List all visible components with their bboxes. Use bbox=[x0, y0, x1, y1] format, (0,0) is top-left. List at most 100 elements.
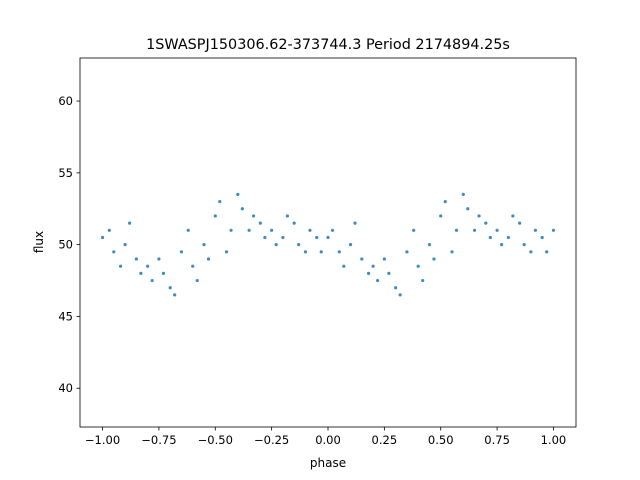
data-point bbox=[150, 278, 154, 283]
x-tick-label: −0.25 bbox=[254, 433, 289, 447]
data-point bbox=[247, 228, 251, 232]
data-point bbox=[213, 214, 217, 218]
data-point bbox=[454, 228, 459, 232]
data-point bbox=[387, 271, 391, 275]
data-point bbox=[292, 221, 296, 225]
data-point bbox=[439, 214, 443, 218]
data-point bbox=[118, 264, 123, 268]
data-point bbox=[168, 286, 172, 290]
x-tick-label: 1.00 bbox=[541, 433, 567, 447]
data-point bbox=[123, 243, 127, 247]
data-point bbox=[285, 214, 290, 218]
data-point bbox=[472, 228, 477, 232]
data-point bbox=[100, 235, 105, 240]
y-tick-label: 45 bbox=[58, 309, 73, 323]
data-point bbox=[461, 192, 465, 196]
data-point bbox=[427, 243, 432, 247]
data-point bbox=[477, 214, 481, 218]
data-point bbox=[240, 207, 244, 211]
x-axis-label: phase bbox=[310, 456, 346, 470]
data-point bbox=[348, 243, 353, 247]
data-point bbox=[511, 214, 515, 218]
data-point bbox=[195, 278, 199, 283]
data-point bbox=[202, 243, 206, 247]
data-point bbox=[281, 235, 285, 240]
y-tick-label: 50 bbox=[58, 238, 73, 252]
data-point bbox=[421, 278, 425, 283]
x-axis-ticks: −1.00 −0.75 −0.50 −0.25 0.00 0.25 0.50 0.75 1.00 bbox=[85, 427, 566, 447]
data-points bbox=[100, 192, 556, 297]
x-tick-label: 0.00 bbox=[315, 433, 341, 447]
data-point bbox=[506, 235, 510, 240]
data-point bbox=[366, 271, 371, 275]
data-point bbox=[450, 250, 454, 254]
data-point bbox=[432, 257, 436, 261]
y-tick-label: 60 bbox=[58, 94, 73, 108]
data-point bbox=[371, 264, 375, 268]
data-point bbox=[258, 221, 262, 225]
data-point bbox=[484, 221, 488, 225]
x-tick-label: −0.50 bbox=[198, 433, 233, 447]
data-point bbox=[270, 228, 274, 232]
data-point bbox=[303, 250, 308, 254]
data-point bbox=[405, 250, 409, 254]
data-point bbox=[191, 264, 195, 268]
data-point bbox=[186, 228, 190, 232]
data-point bbox=[319, 250, 323, 254]
data-point bbox=[533, 228, 538, 232]
x-tick-label: 0.25 bbox=[372, 433, 398, 447]
data-point bbox=[529, 250, 533, 254]
data-point bbox=[522, 243, 526, 247]
data-point bbox=[229, 228, 233, 232]
data-point bbox=[360, 257, 364, 261]
data-point bbox=[252, 214, 256, 218]
data-point bbox=[398, 293, 402, 297]
y-tick-label: 40 bbox=[58, 381, 73, 395]
data-point bbox=[382, 257, 386, 261]
data-point bbox=[274, 243, 278, 247]
data-point bbox=[315, 235, 319, 240]
data-point bbox=[518, 221, 522, 225]
data-point bbox=[376, 278, 380, 283]
data-point bbox=[495, 228, 499, 232]
data-point bbox=[466, 207, 470, 211]
data-point bbox=[545, 250, 549, 254]
y-tick-label: 55 bbox=[58, 166, 73, 180]
data-point bbox=[394, 286, 398, 290]
data-point bbox=[218, 199, 222, 204]
data-point bbox=[330, 228, 335, 232]
x-tick-label: 0.75 bbox=[484, 433, 510, 447]
data-point bbox=[297, 243, 301, 247]
data-point bbox=[551, 228, 556, 232]
data-point bbox=[179, 250, 184, 254]
data-point bbox=[206, 257, 211, 261]
x-tick-label: −1.00 bbox=[85, 433, 120, 447]
data-point bbox=[540, 235, 544, 240]
data-point bbox=[488, 235, 492, 240]
x-tick-label: −0.75 bbox=[141, 433, 176, 447]
data-point bbox=[134, 257, 138, 261]
data-point bbox=[412, 228, 416, 232]
data-point bbox=[146, 264, 150, 268]
x-tick-label: 0.50 bbox=[428, 433, 454, 447]
data-point bbox=[173, 293, 177, 297]
y-axis-label: flux bbox=[32, 231, 46, 253]
data-point bbox=[139, 271, 143, 275]
data-point bbox=[263, 235, 267, 240]
data-point bbox=[416, 264, 420, 268]
data-point bbox=[107, 228, 111, 232]
data-point bbox=[224, 250, 229, 254]
data-point bbox=[500, 243, 504, 247]
data-point bbox=[236, 192, 240, 196]
data-point bbox=[112, 250, 116, 254]
data-point bbox=[337, 250, 341, 254]
data-point bbox=[161, 271, 166, 275]
data-point bbox=[157, 257, 161, 261]
data-point bbox=[308, 228, 312, 232]
data-point bbox=[326, 235, 330, 240]
data-point bbox=[342, 264, 346, 268]
data-point bbox=[443, 199, 447, 204]
y-axis-ticks: 40 45 50 55 60 bbox=[58, 94, 80, 395]
